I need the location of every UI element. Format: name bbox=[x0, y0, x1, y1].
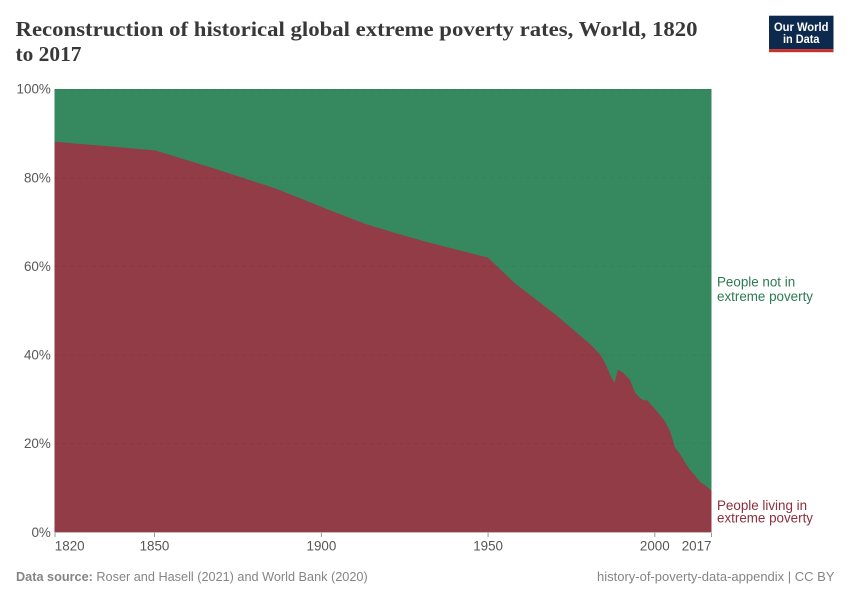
svg-text:People not in: People not in bbox=[717, 274, 795, 289]
svg-text:in Data: in Data bbox=[783, 32, 820, 46]
svg-text:extreme poverty: extreme poverty bbox=[717, 510, 813, 525]
svg-text:0%: 0% bbox=[31, 525, 50, 540]
svg-text:2017: 2017 bbox=[682, 538, 712, 553]
svg-text:1820: 1820 bbox=[55, 538, 85, 553]
svg-text:history-of-poverty-data-append: history-of-poverty-data-appendix | CC BY bbox=[597, 569, 835, 584]
svg-text:People living in: People living in bbox=[717, 498, 807, 513]
svg-text:Data source: Roser and Hasell: Data source: Roser and Hasell (2021) and… bbox=[16, 570, 368, 584]
svg-text:to 2017: to 2017 bbox=[16, 42, 82, 66]
svg-text:1850: 1850 bbox=[140, 538, 170, 553]
svg-text:80%: 80% bbox=[24, 170, 51, 185]
svg-text:Reconstruction of historical g: Reconstruction of historical global extr… bbox=[16, 17, 698, 41]
svg-text:1900: 1900 bbox=[307, 538, 337, 553]
svg-text:Our World: Our World bbox=[774, 20, 829, 34]
svg-text:extreme poverty: extreme poverty bbox=[717, 289, 813, 304]
svg-text:20%: 20% bbox=[24, 436, 51, 451]
svg-text:1950: 1950 bbox=[473, 538, 503, 553]
svg-text:100%: 100% bbox=[17, 82, 51, 97]
svg-text:40%: 40% bbox=[24, 348, 51, 363]
svg-text:2000: 2000 bbox=[640, 538, 670, 553]
svg-text:60%: 60% bbox=[24, 259, 51, 274]
